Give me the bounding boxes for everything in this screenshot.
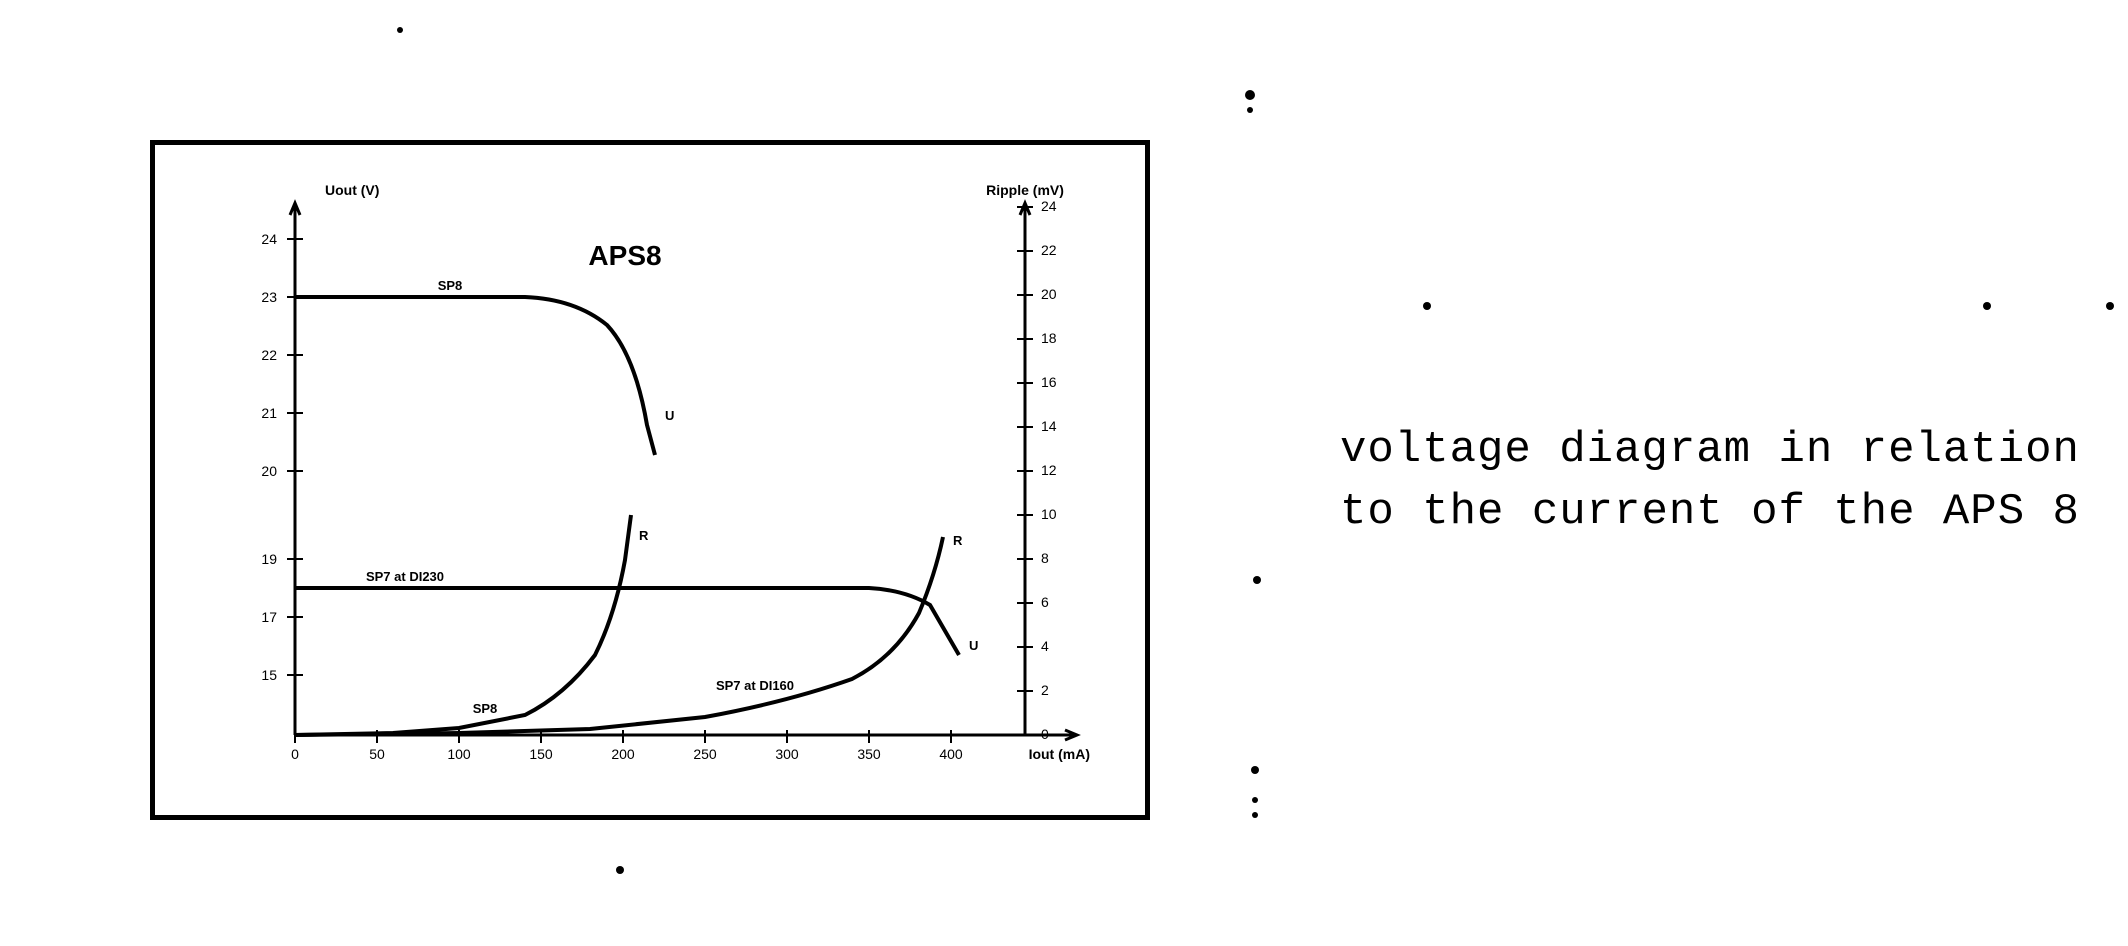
x-tick-350: 350 [857, 746, 881, 762]
chart-frame: 0 50 100 150 200 250 300 350 400 [150, 140, 1150, 820]
x-tick-200: 200 [611, 746, 635, 762]
yl-tick-24: 24 [261, 231, 277, 247]
label-ripple-sp8: SP8 [473, 701, 498, 716]
x-axis-label: Iout (mA) [1029, 746, 1090, 762]
x-tick-50: 50 [369, 746, 385, 762]
marker-u-sp7: U [969, 638, 978, 653]
marker-u-sp8: U [665, 408, 674, 423]
yr-tick-14: 14 [1041, 418, 1057, 434]
label-sp7-di230: SP7 at DI230 [366, 569, 444, 584]
voltage-current-chart: 0 50 100 150 200 250 300 350 400 [155, 145, 1145, 815]
yr-tick-20: 20 [1041, 286, 1057, 302]
yr-tick-12: 12 [1041, 462, 1057, 478]
x-tick-250: 250 [693, 746, 717, 762]
caption-line2: to the current of the APS 8 [1340, 482, 2080, 544]
yr-tick-10: 10 [1041, 506, 1057, 522]
yl-tick-17: 17 [261, 609, 277, 625]
yl-tick-19: 19 [261, 551, 277, 567]
yl-tick-20: 20 [261, 463, 277, 479]
yr-tick-24: 24 [1041, 198, 1057, 214]
yr-tick-4: 4 [1041, 638, 1049, 654]
y-right-ticks: 0 2 4 6 8 10 12 14 16 18 20 [1017, 198, 1057, 742]
caption-line1: voltage diagram in relation [1340, 420, 2080, 482]
x-tick-400: 400 [939, 746, 963, 762]
yr-tick-0: 0 [1041, 726, 1049, 742]
yl-tick-23: 23 [261, 289, 277, 305]
label-ripple-sp7: SP7 at DI160 [716, 678, 794, 693]
yr-tick-6: 6 [1041, 594, 1049, 610]
figure-caption: voltage diagram in relation to the curre… [1340, 420, 2080, 543]
yr-tick-18: 18 [1041, 330, 1057, 346]
curve-sp8-ripple [295, 515, 631, 735]
y-right-axis-label: Ripple (mV) [986, 182, 1064, 198]
yr-tick-2: 2 [1041, 682, 1049, 698]
yl-tick-15: 15 [261, 667, 277, 683]
x-tick-300: 300 [775, 746, 799, 762]
y-left-axis-label: Uout (V) [325, 182, 379, 198]
x-tick-0: 0 [291, 746, 299, 762]
yr-tick-8: 8 [1041, 550, 1049, 566]
page-root: 0 50 100 150 200 250 300 350 400 [0, 0, 2128, 946]
chart-title: APS8 [588, 240, 661, 271]
curve-sp7-voltage [295, 588, 959, 655]
curve-sp8-voltage [295, 297, 655, 455]
marker-r-sp8: R [639, 528, 649, 543]
yr-tick-22: 22 [1041, 242, 1057, 258]
yl-tick-21: 21 [261, 405, 277, 421]
x-tick-150: 150 [529, 746, 553, 762]
yl-tick-22: 22 [261, 347, 277, 363]
yr-tick-16: 16 [1041, 374, 1057, 390]
label-sp8: SP8 [438, 278, 463, 293]
curve-sp7-ripple [295, 537, 943, 735]
marker-r-sp7: R [953, 533, 963, 548]
x-tick-100: 100 [447, 746, 471, 762]
